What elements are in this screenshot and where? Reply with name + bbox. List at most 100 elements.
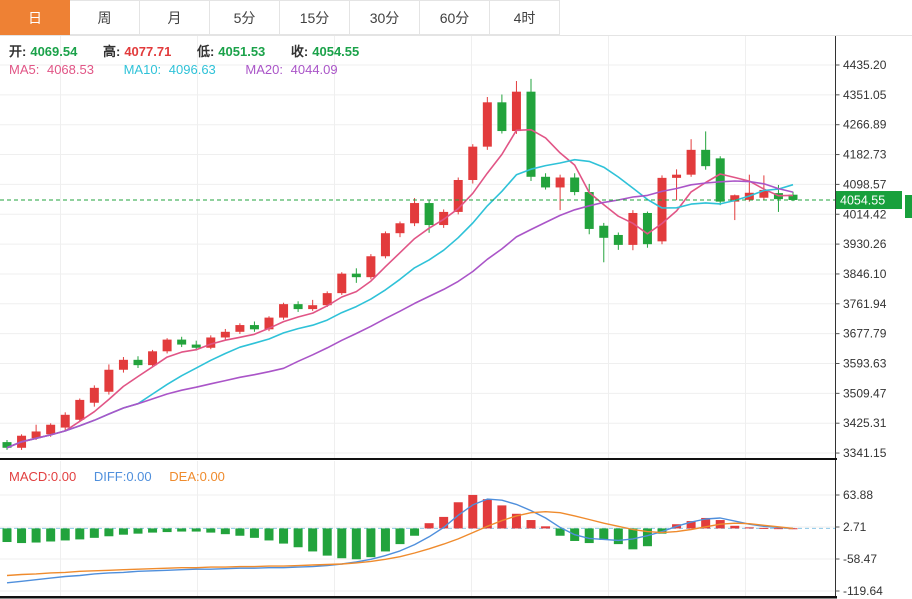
candle-body xyxy=(657,177,667,242)
macd-hist-bar xyxy=(46,528,56,542)
ma10-value: 4096.63 xyxy=(168,62,216,77)
macd-hist-bar xyxy=(701,517,711,529)
ma5-value: 4068.53 xyxy=(46,62,94,77)
macd-hist-bar xyxy=(686,521,696,529)
macd-readout: MACD:0.00 DIFF:0.00 DEA:0.00 xyxy=(9,469,225,484)
candle-body xyxy=(395,223,405,234)
price-axis-label: 4098.57 xyxy=(843,177,887,191)
price-axis-label: 3761.94 xyxy=(843,297,887,311)
candle-body xyxy=(555,177,565,188)
current-price-tag-text: 4054.55 xyxy=(840,194,885,208)
candle-body xyxy=(410,203,420,224)
price-axis-label: 3930.26 xyxy=(843,237,887,251)
candle-body xyxy=(337,273,347,294)
candle-body xyxy=(293,304,303,310)
price-axis-label: 3593.63 xyxy=(843,357,887,371)
macd-hist-bar xyxy=(526,520,536,529)
right-edge-price-marker xyxy=(905,195,912,219)
macd-hist-bar xyxy=(395,528,405,545)
macd-hist-bar xyxy=(511,513,521,529)
open-value: 4069.54 xyxy=(30,44,78,59)
macd-hist-bar xyxy=(613,528,623,545)
macd-hist-bar xyxy=(31,528,41,543)
macd-hist-bar xyxy=(351,528,361,560)
macd-value: 0.00 xyxy=(50,469,77,484)
macd-hist-bar xyxy=(118,528,128,535)
macd-hist-bar xyxy=(133,528,143,534)
macd-hist-bar xyxy=(482,499,492,529)
macd-hist-bar xyxy=(264,528,274,541)
macd-hist-bar xyxy=(235,528,245,536)
macd-hist-bar xyxy=(599,528,609,540)
candle-body xyxy=(730,195,740,202)
candle-body xyxy=(206,337,216,348)
pane-divider xyxy=(0,458,837,460)
macd-hist-bar xyxy=(177,528,187,532)
bottom-border xyxy=(0,596,837,599)
candle-body xyxy=(191,344,201,348)
candle-body xyxy=(177,339,187,345)
price-axis-label: 3509.47 xyxy=(843,386,887,400)
candle-body xyxy=(686,149,696,175)
ma-readout: MA5: 4068.53 MA10: 4096.63 MA20: 4044.09 xyxy=(9,62,346,77)
price-axis-label: 3846.10 xyxy=(843,267,887,281)
macd-hist-bar xyxy=(788,528,798,530)
macd-hist-bar xyxy=(410,528,420,536)
macd-hist-bar xyxy=(468,494,478,529)
macd-hist-bar xyxy=(642,528,652,547)
tab-30min[interactable]: 30分 xyxy=(350,0,420,35)
macd-hist-bar xyxy=(60,528,70,541)
open-label: 开: xyxy=(9,44,27,59)
candle-body xyxy=(104,369,114,392)
ma5-label: MA5: 4068.53 xyxy=(9,62,94,77)
ma20-value: 4044.09 xyxy=(290,62,338,77)
macd-hist-bar xyxy=(17,528,27,544)
close-label: 收: xyxy=(290,44,309,59)
macd-hist-bar xyxy=(308,528,318,552)
tab-5min[interactable]: 5分 xyxy=(210,0,280,35)
price-axis-label: 4435.20 xyxy=(843,58,887,72)
candle-body xyxy=(366,256,376,278)
ma20-line xyxy=(6,180,794,449)
tab-week[interactable]: 周 xyxy=(70,0,140,35)
candle-body xyxy=(75,399,85,420)
macd-axis-label: -58.47 xyxy=(843,552,877,566)
macd-hist-bar xyxy=(541,526,551,529)
macd-axis-label: 2.71 xyxy=(843,520,867,534)
price-axis-label: 4351.05 xyxy=(843,88,887,102)
tab-4hour[interactable]: 4时 xyxy=(490,0,560,35)
macd-hist-bar xyxy=(759,527,769,529)
candle-body xyxy=(351,273,361,278)
candle-body xyxy=(613,234,623,245)
candle-body xyxy=(599,225,609,238)
timeframe-tabbar: 日 周 月 5分 15分 30分 60分 4时 xyxy=(0,0,912,36)
macd-hist-bar xyxy=(744,527,754,529)
price-axis-label: 3425.31 xyxy=(843,416,887,430)
candle-body xyxy=(31,431,41,439)
macd-hist-bar xyxy=(220,528,230,535)
high-value: 4077.71 xyxy=(124,44,172,59)
price-axis-label: 4182.73 xyxy=(843,148,887,162)
macd-label: MACD:0.00 xyxy=(9,469,77,484)
candle-body xyxy=(715,158,725,202)
candle-body xyxy=(2,442,12,448)
high-label: 高: xyxy=(102,44,121,59)
candle-body xyxy=(60,414,70,428)
macd-hist-bar xyxy=(366,528,376,558)
candle-body xyxy=(701,149,711,167)
tab-month[interactable]: 月 xyxy=(140,0,210,35)
low-label: 低: xyxy=(196,44,215,59)
candle-body xyxy=(526,91,536,177)
price-axis-label: 4266.89 xyxy=(843,118,887,132)
macd-hist-bar xyxy=(584,528,594,544)
macd-hist-bar xyxy=(337,528,347,559)
candle-body xyxy=(264,317,274,330)
tab-day[interactable]: 日 xyxy=(0,0,70,35)
dea-line xyxy=(6,511,794,577)
ma10-label: MA10: 4096.63 xyxy=(123,62,216,77)
candle-body xyxy=(322,293,332,306)
tab-60min[interactable]: 60分 xyxy=(420,0,490,35)
candle-body xyxy=(628,212,638,245)
tab-15min[interactable]: 15分 xyxy=(280,0,350,35)
